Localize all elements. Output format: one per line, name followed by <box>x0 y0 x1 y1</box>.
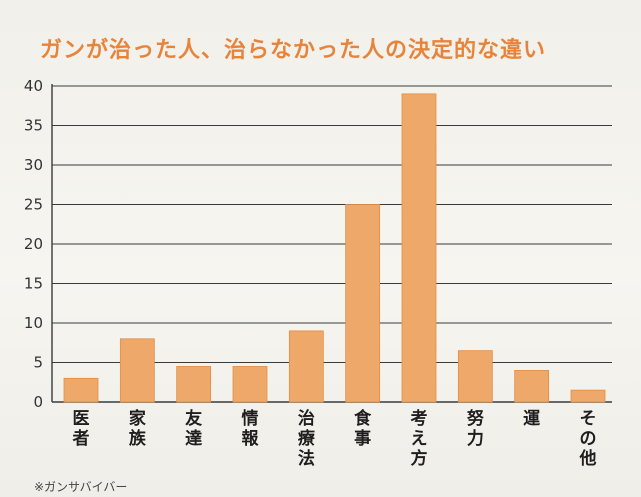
footnote: ※ガンサバイバー <box>34 480 128 494</box>
y-tick-label: 20 <box>24 235 43 253</box>
bar <box>514 369 550 403</box>
bar <box>176 366 212 403</box>
category-label: 情報 <box>242 408 260 449</box>
y-tick-label: 30 <box>24 156 43 174</box>
bar <box>232 366 268 403</box>
category-label: 運 <box>523 409 540 429</box>
bar <box>345 204 381 403</box>
category-label: 考え方 <box>410 408 428 469</box>
bar <box>457 350 493 403</box>
y-tick-label: 35 <box>24 117 43 135</box>
category-label: 食事 <box>354 408 372 449</box>
category-label: 努力 <box>467 408 484 449</box>
category-label: 治療法 <box>298 408 316 469</box>
chart-title: ガンが治った人、治らなかった人の決定的な違い <box>40 38 547 63</box>
category-label: 家族 <box>129 408 147 449</box>
bar <box>63 377 99 403</box>
category-label: 友達 <box>185 408 202 449</box>
bar <box>119 338 155 403</box>
y-tick-label: 40 <box>24 77 43 95</box>
y-tick-label: 10 <box>24 314 43 332</box>
category-label: 医者 <box>72 409 90 449</box>
bar <box>401 93 437 403</box>
y-tick-label: 25 <box>24 196 43 214</box>
bar <box>570 389 606 403</box>
bar <box>288 330 324 403</box>
y-tick-label: 0 <box>33 393 43 411</box>
y-tick-label: 5 <box>33 354 43 372</box>
y-tick-label: 15 <box>24 275 43 293</box>
category-label: その他 <box>579 409 597 469</box>
